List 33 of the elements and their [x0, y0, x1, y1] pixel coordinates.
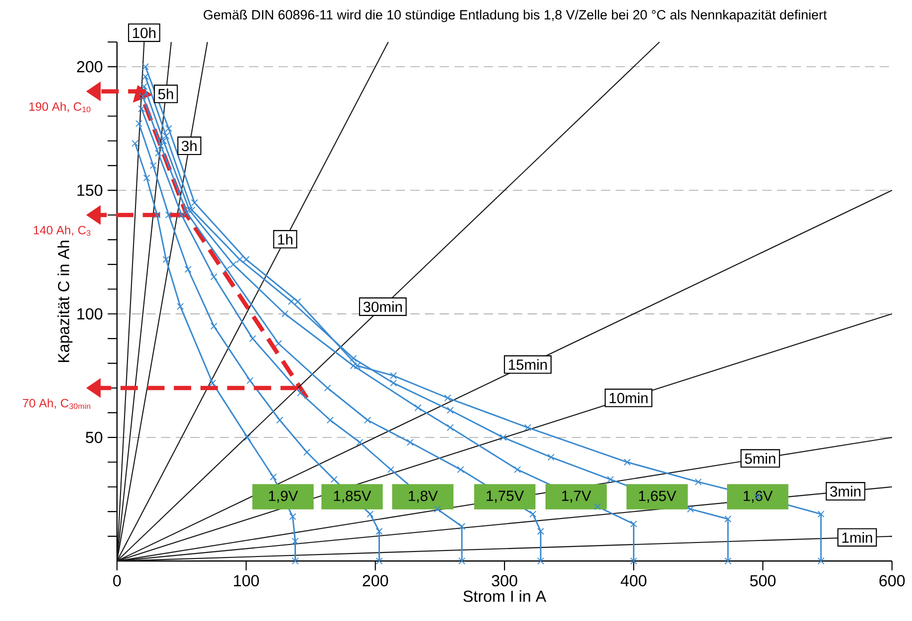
series-label: 1,9V: [269, 490, 298, 503]
series-label: 1,8V: [408, 490, 438, 503]
series-label: 5min: [744, 453, 776, 464]
series-label: 10h: [133, 27, 156, 38]
x-tick-label: 300: [492, 575, 518, 586]
x-tick-label: 200: [362, 575, 388, 586]
series-label: 1,75V: [486, 490, 524, 503]
series-label: 1h: [278, 234, 292, 245]
x-tick-label: 0: [113, 575, 121, 586]
annotation: 190 Ah, C$_{10}$: [29, 102, 90, 112]
series-label: 1,65V: [639, 490, 676, 503]
y-tick-label: 150: [77, 184, 102, 196]
x-axis-title: Strom I in A: [463, 590, 546, 602]
series-label: 30min: [363, 301, 402, 312]
x-tick-label: 100: [234, 575, 259, 586]
x-tick-label: 500: [750, 575, 776, 586]
series-label: 15min: [508, 359, 547, 370]
series-label: 1min: [842, 532, 872, 543]
series-label: 1,85V: [334, 490, 372, 503]
x-tick-label: 400: [620, 575, 646, 586]
chart-title: Gemäß DIN 60896-11 wird die 10 stündige Entladung bis 1,8 V/Zelle bei 20 °C als Nennkapazität definiert: [204, 10, 827, 22]
y-tick-label: 50: [86, 432, 102, 444]
y-tick-label: 200: [77, 61, 102, 72]
series-label: 3min: [830, 486, 860, 497]
y-tick-label: 100: [77, 308, 102, 320]
series-label: 10min: [610, 392, 648, 404]
series-label: 1,7V: [562, 490, 592, 503]
y-axis-title: Kapazität C in Ah: [58, 240, 72, 362]
annotation: 70 Ah, C$_{30min}$: [22, 398, 90, 410]
annotation: 140 Ah, C$_{3}$: [34, 226, 90, 236]
series-label: 3h: [182, 140, 197, 152]
x-tick-label: 600: [879, 575, 905, 586]
series-label: 5h: [158, 88, 174, 100]
